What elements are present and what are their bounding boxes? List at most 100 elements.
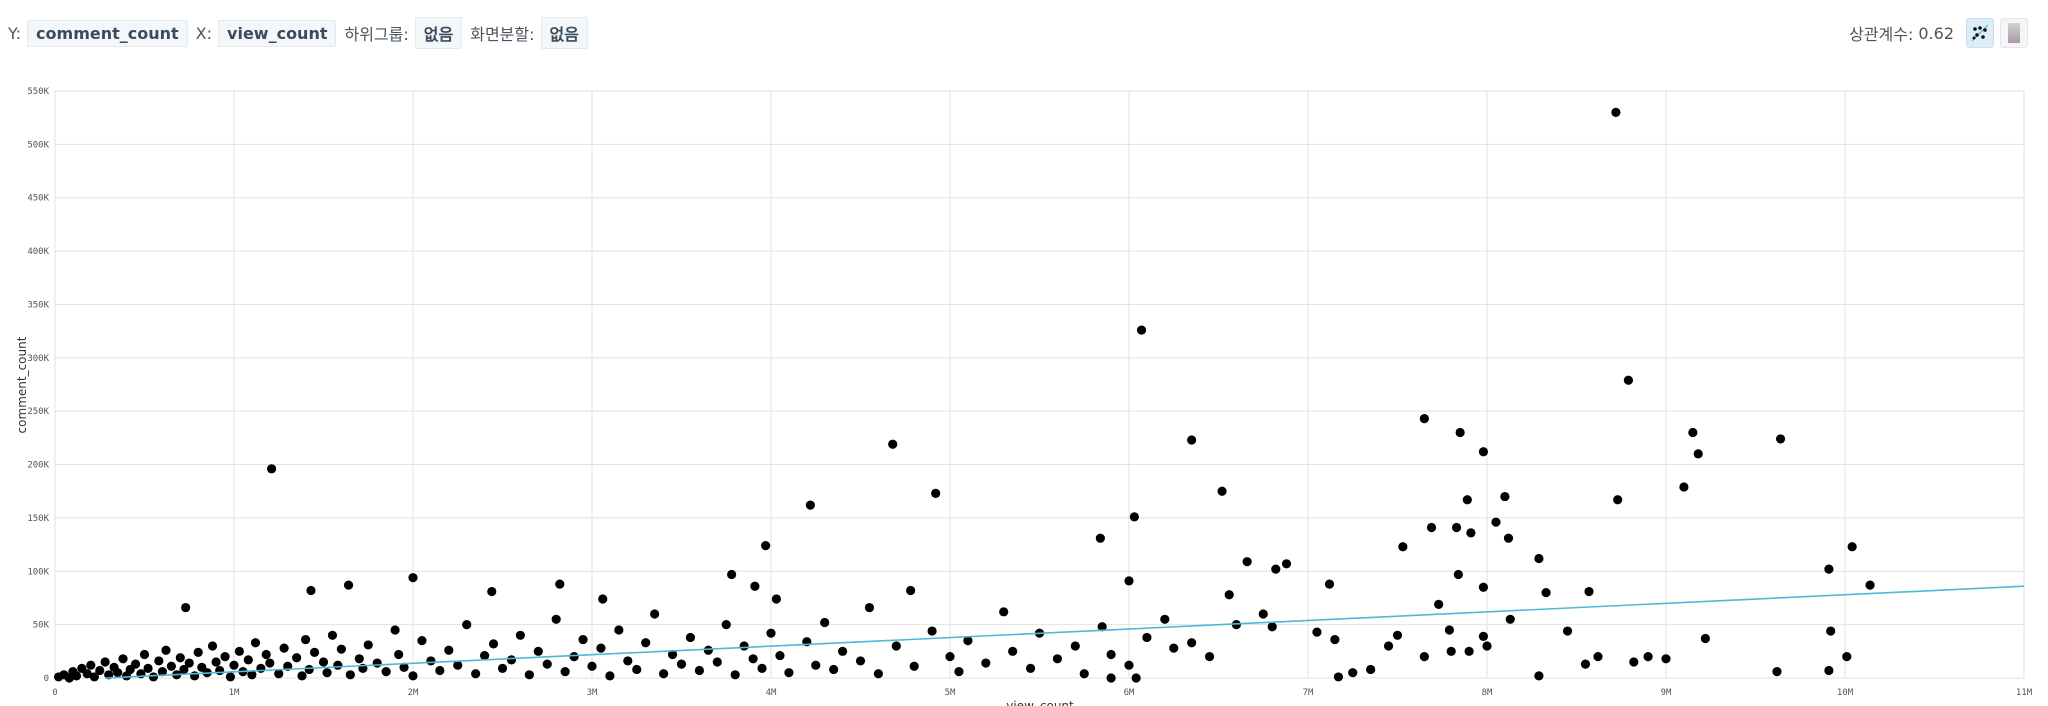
data-point[interactable] [309,647,320,657]
data-point[interactable] [336,644,346,654]
data-point[interactable] [1580,659,1591,669]
data-point[interactable] [784,668,794,678]
data-point[interactable] [207,641,218,651]
data-point[interactable] [1392,630,1403,640]
data-point[interactable] [175,653,185,663]
data-point[interactable] [931,488,941,498]
data-point[interactable] [1772,666,1782,677]
data-point[interactable] [811,660,821,670]
data-point[interactable] [1025,663,1036,673]
data-point[interactable] [1842,652,1852,662]
data-point[interactable] [1593,652,1603,662]
data-point[interactable] [1008,646,1018,656]
data-point[interactable] [1478,447,1489,457]
data-point[interactable] [1693,449,1703,459]
data-point[interactable] [250,638,261,648]
data-point[interactable] [1679,482,1689,492]
data-point[interactable] [471,669,481,679]
data-point[interactable] [750,581,760,591]
data-point[interactable] [1455,427,1465,438]
data-point[interactable] [1204,652,1215,662]
data-point[interactable] [1482,641,1492,651]
data-point[interactable] [1562,626,1573,636]
data-point[interactable] [766,628,776,638]
data-point[interactable] [100,657,110,667]
data-point[interactable] [1613,495,1623,505]
data-point[interactable] [265,658,275,668]
data-point[interactable] [1426,522,1437,533]
data-point[interactable] [130,659,141,669]
data-point[interactable] [1623,375,1634,385]
data-point[interactable] [1383,641,1394,651]
data-point[interactable] [1453,569,1463,580]
data-point[interactable] [1661,654,1671,664]
data-point[interactable] [345,670,355,680]
data-point[interactable] [864,602,875,613]
data-point[interactable] [1491,517,1501,527]
data-point[interactable] [292,653,302,663]
data-point[interactable] [1324,579,1335,589]
data-point[interactable] [963,636,973,646]
data-point[interactable] [623,656,633,666]
data-point[interactable] [694,665,705,676]
data-point[interactable] [354,654,364,664]
data-point[interactable] [641,638,651,648]
data-point[interactable] [1534,671,1544,681]
data-point[interactable] [739,641,749,651]
data-point[interactable] [139,649,150,660]
data-point[interactable] [1129,512,1139,522]
data-point[interactable] [1775,434,1786,444]
data-point[interactable] [829,664,839,675]
data-point[interactable] [1281,559,1292,569]
data-point[interactable] [676,659,687,669]
data-point[interactable] [1217,486,1227,496]
data-point[interactable] [381,666,391,677]
data-point[interactable] [148,672,159,682]
data-point[interactable] [480,650,490,661]
data-point[interactable] [650,609,660,619]
data-point[interactable] [748,654,758,664]
data-point[interactable] [462,620,472,630]
data-point[interactable] [363,640,373,650]
data-point[interactable] [775,650,785,661]
data-point[interactable] [555,579,565,589]
data-point[interactable] [524,670,534,680]
data-point[interactable] [1169,643,1179,653]
data-point[interactable] [118,654,128,664]
data-point[interactable] [488,639,499,649]
data-point[interactable] [229,660,239,670]
split-select[interactable]: 없음 [540,17,588,49]
data-point[interactable] [82,669,92,679]
data-point[interactable] [1095,533,1105,543]
data-point[interactable] [487,586,497,597]
data-point[interactable] [578,634,588,645]
data-point[interactable] [184,658,194,668]
data-point[interactable] [1462,495,1472,505]
data-point[interactable] [1826,626,1836,636]
data-point[interactable] [193,647,203,657]
data-point[interactable] [1366,664,1376,675]
data-point[interactable] [891,641,901,651]
data-point[interactable] [1052,654,1062,664]
data-point[interactable] [211,657,221,667]
data-point[interactable] [1419,652,1429,662]
data-point[interactable] [1224,590,1234,600]
data-point[interactable] [1419,414,1429,424]
data-point[interactable] [667,649,678,660]
bar-chart-button[interactable] [2000,18,2028,48]
data-point[interactable] [266,464,277,474]
data-point[interactable] [417,636,427,646]
data-point[interactable] [154,656,164,666]
data-point[interactable] [927,626,937,636]
data-point[interactable] [256,663,266,673]
data-point[interactable] [981,658,991,668]
data-point[interactable] [1258,609,1268,619]
data-point[interactable] [1464,646,1474,656]
data-point[interactable] [1079,669,1089,679]
data-point[interactable] [1847,542,1857,552]
data-point[interactable] [1611,107,1621,117]
data-point[interactable] [587,661,597,671]
data-point[interactable] [1187,638,1197,648]
data-point[interactable] [1142,632,1152,643]
data-point[interactable] [1160,614,1170,624]
